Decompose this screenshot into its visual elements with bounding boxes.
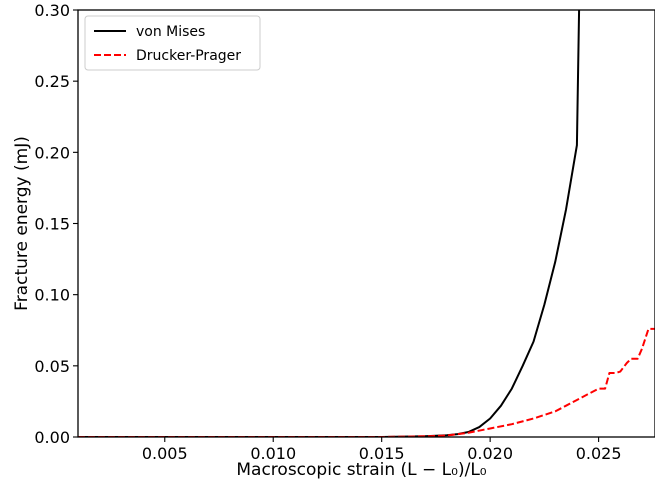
axes-frame [77, 9, 655, 438]
y-tick-label: 0.30 [34, 1, 70, 20]
y-tick-label: 0.25 [34, 72, 70, 91]
legend-label-drucker-prager: Drucker-Prager [136, 48, 241, 64]
plot-area [78, 10, 655, 437]
x-tick-label: 0.015 [359, 444, 405, 463]
y-tick-label: 0.20 [34, 143, 70, 162]
y-tick-label: 0.15 [34, 215, 70, 234]
legend: von Mises Drucker-Prager [84, 15, 261, 71]
x-tick-label: 0.020 [467, 444, 513, 463]
y-tick-label: 0.00 [34, 428, 70, 447]
series-line-drucker-prager [78, 327, 655, 437]
x-axis-ticks: 0.005 0.010 0.015 0.020 0.025 [142, 437, 622, 463]
x-tick-label: 0.005 [142, 444, 188, 463]
y-tick-label: 0.05 [34, 357, 70, 376]
x-axis-label: Macroscopic strain (L − L₀)/L₀ [236, 460, 486, 480]
y-axis-label: Fracture energy (mJ) [12, 136, 32, 311]
legend-label-von-mises: von Mises [136, 24, 205, 40]
y-tick-label: 0.10 [34, 286, 70, 305]
x-tick-label: 0.025 [576, 444, 622, 463]
legend-box [84, 15, 261, 71]
x-tick-label: 0.010 [250, 444, 296, 463]
series-line-von-mises [78, 10, 581, 437]
y-axis-ticks: 0.00 0.05 0.10 0.15 0.20 0.25 0.30 [34, 1, 78, 447]
